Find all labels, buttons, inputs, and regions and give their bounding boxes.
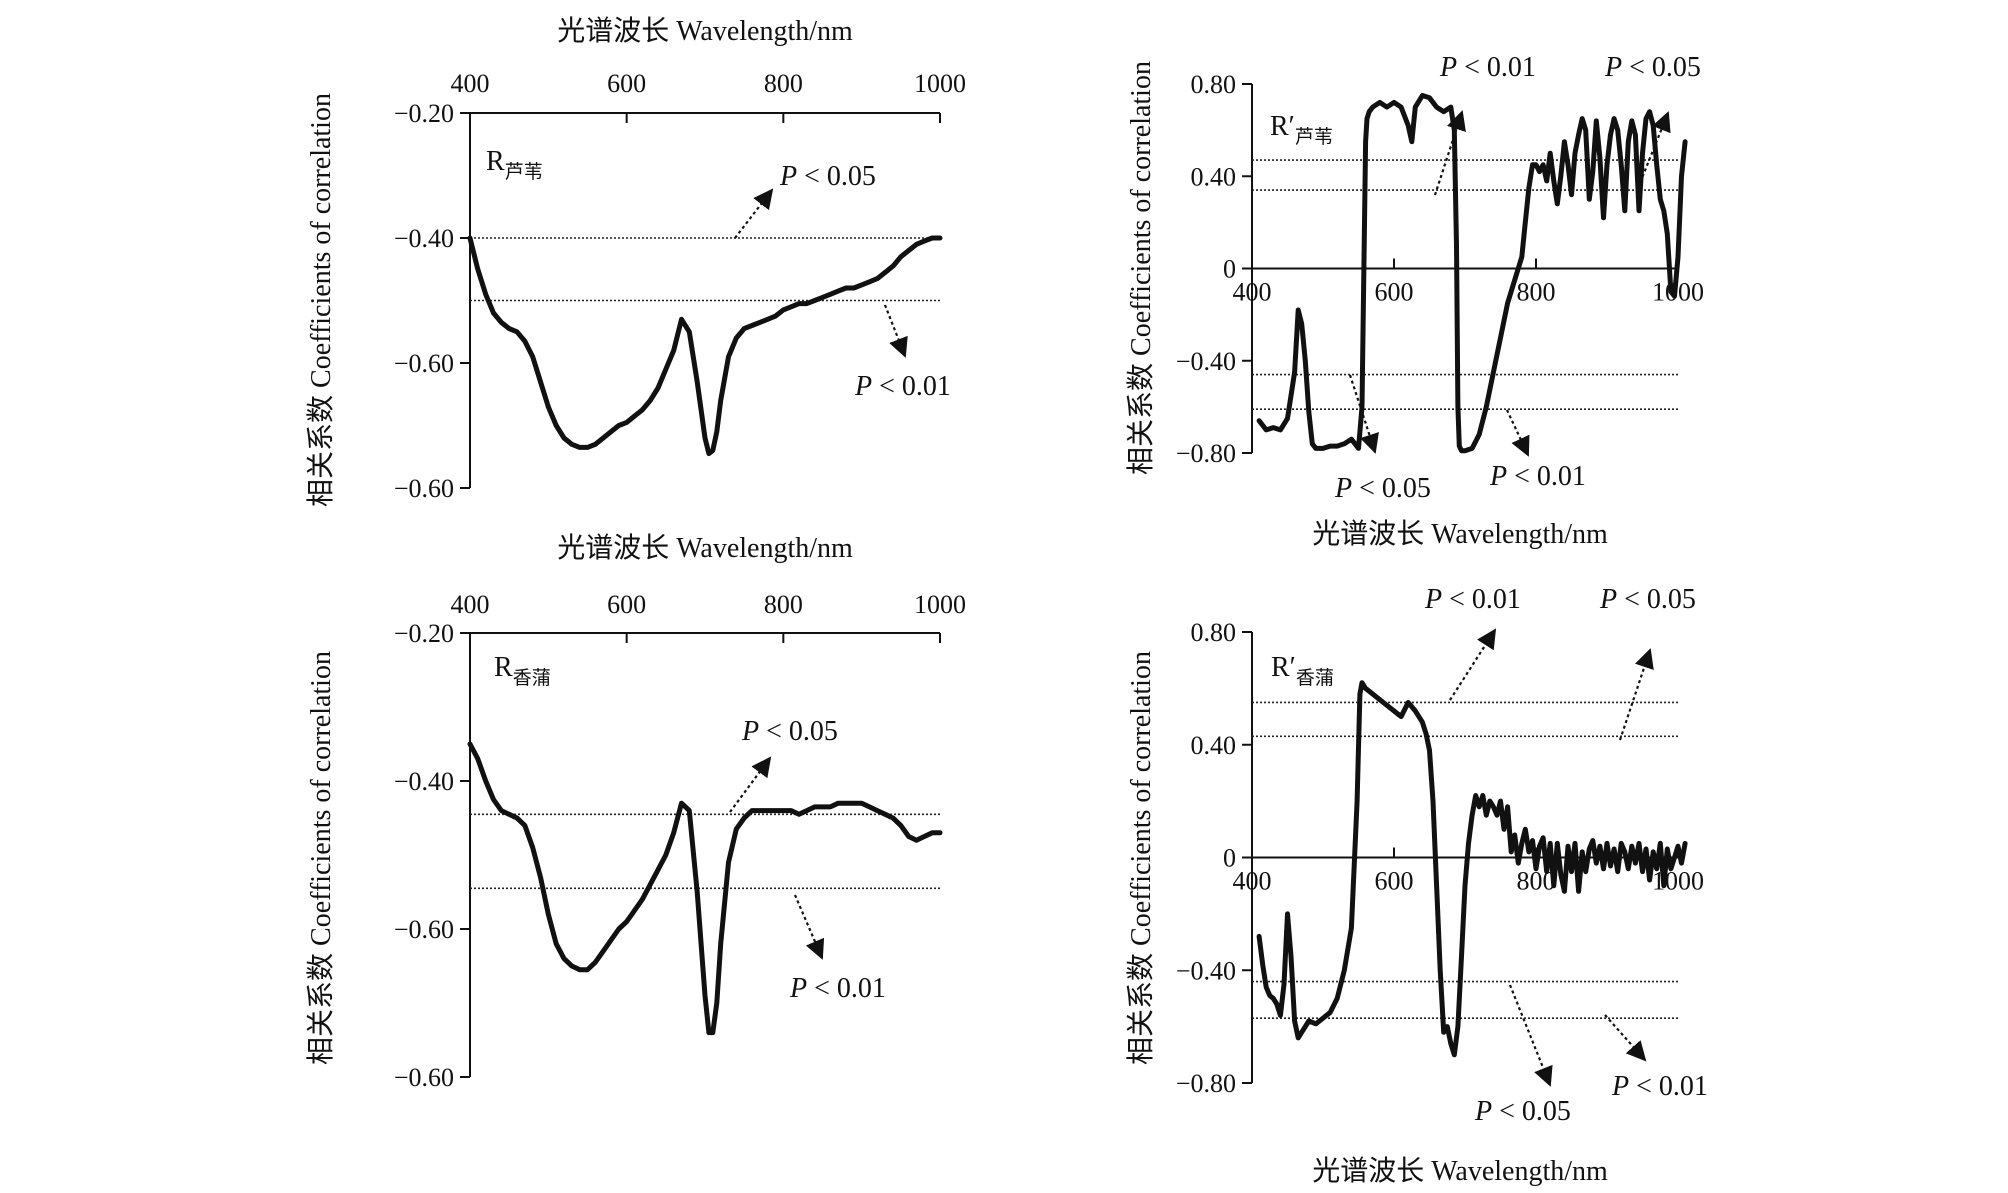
x-tick-label: 800 [1517,278,1556,307]
x-tick-label: 1000 [1652,867,1704,896]
y-tick-label: −0.20 [394,619,454,648]
x-tick-label: 400 [1233,278,1272,307]
y-axis-title: 相关系数 Coefficients of correlation [1125,651,1157,1065]
x-axis-title: 光谱波长 Wavelength/nm [557,532,853,564]
y-tick-label: −0.40 [1176,956,1236,985]
panel-r-lu: −0.20 −0.40 −0.60 −0.60 400 600 800 1000 P < 0.0… [305,15,966,507]
significance-label: P < 0.05 [1334,473,1431,504]
significance-arrow [793,894,825,960]
significance-label: P < 0.01 [789,973,886,1004]
significance-label: P < 0.05 [1604,52,1701,83]
y-tick-label: −0.60 [394,349,454,378]
significance-label: P < 0.01 [854,371,951,402]
x-tick-label: 600 [607,69,646,98]
x-axis-title: 光谱波长 Wavelength/nm [1312,518,1608,550]
y-tick-label: 0.80 [1191,618,1237,647]
x-axis-title: 光谱波长 Wavelength/nm [1312,1155,1608,1187]
significance-arrow [1604,1014,1647,1062]
y-tick-label: −0.60 [394,474,454,503]
x-tick-label: 600 [1375,278,1414,307]
significance-label: P < 0.05 [741,716,838,747]
series-line [467,741,943,1036]
significance-label: P < 0.01 [1611,1071,1708,1102]
x-tick-label: 400 [1233,867,1272,896]
x-tick-label: 800 [764,69,803,98]
y-tick-label: −0.20 [394,99,454,128]
significance-label: P < 0.01 [1489,461,1586,492]
y-tick-label: 0.80 [1191,70,1237,99]
significance-label: P < 0.05 [1474,1096,1571,1127]
x-tick-label: 600 [607,590,646,619]
panel-r-xiang: −0.20 −0.40 −0.60 −0.60 400 600 800 1000 P < 0.0… [305,532,966,1092]
y-axis-title: 相关系数 Coefficients of correlation [305,651,337,1065]
y-tick-label: −0.60 [394,1063,454,1092]
panel-corner-label: R′芦苇 [1270,111,1333,148]
significance-arrow [883,304,908,358]
x-tick-label: 800 [764,590,803,619]
significance-arrow [1618,648,1654,741]
y-tick-label: 0.40 [1191,162,1237,191]
panel-corner-label: R香蒲 [494,652,551,689]
y-tick-label: −0.80 [1176,439,1236,468]
y-tick-label: −0.60 [394,915,454,944]
significance-arrow [734,188,774,239]
x-tick-label: 1000 [914,590,966,619]
significance-arrow [1506,409,1530,457]
y-tick-label: −0.40 [394,224,454,253]
significance-arrow [1449,628,1497,701]
y-tick-label: 0.40 [1191,731,1237,760]
series-line [1256,93,1688,454]
significance-label: P < 0.05 [1599,584,1696,615]
series-line [467,235,943,457]
x-tick-label: 400 [451,590,490,619]
y-tick-label: −0.80 [1176,1069,1236,1098]
y-axis-title: 相关系数 Coefficients of correlation [1125,61,1157,475]
y-axis-title: 相关系数 Coefficients of correlation [305,93,337,507]
significance-arrow [1508,984,1553,1087]
significance-label: P < 0.05 [779,161,876,192]
panel-corner-label: R′香蒲 [1271,652,1334,689]
x-tick-label: 400 [451,69,490,98]
y-tick-label: 0 [1223,844,1236,873]
significance-arrow [729,756,772,813]
y-tick-label: −0.40 [1176,347,1236,376]
y-tick-label: 0 [1223,255,1236,284]
series-line [1256,680,1688,1058]
x-axis-title: 光谱波长 Wavelength/nm [557,15,853,47]
significance-arrow [1433,110,1466,196]
significance-label: P < 0.01 [1424,584,1521,615]
x-tick-label: 600 [1375,867,1414,896]
panel-corner-label: R芦苇 [486,146,543,183]
significance-arrow [1636,111,1671,189]
y-tick-label: −0.40 [394,767,454,796]
x-tick-label: 1000 [914,69,966,98]
significance-arrow [1348,374,1379,454]
significance-label: P < 0.01 [1439,52,1536,83]
